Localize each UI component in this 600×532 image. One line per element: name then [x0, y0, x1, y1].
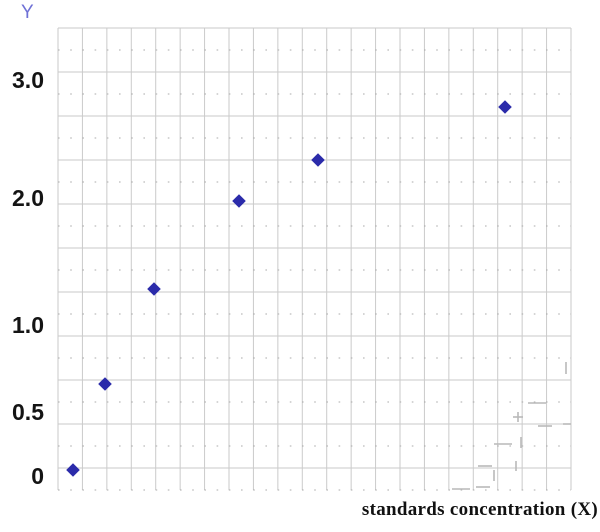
y-tick-label: 0.5 — [12, 399, 44, 425]
data-point-marker — [311, 153, 325, 167]
data-point-marker — [498, 100, 512, 114]
y-tick-label: 0 — [31, 463, 44, 489]
data-point-marker — [66, 463, 80, 477]
y-tick-label: 1.0 — [12, 312, 44, 338]
y-axis-title: Y — [21, 2, 35, 23]
y-tick-label: 2.0 — [12, 185, 44, 211]
data-point-marker — [147, 282, 161, 296]
data-point-marker — [98, 377, 112, 391]
data-point-marker — [232, 194, 246, 208]
x-axis-title: standards concentration (X) — [361, 499, 598, 520]
y-tick-label: 3.0 — [12, 67, 44, 93]
